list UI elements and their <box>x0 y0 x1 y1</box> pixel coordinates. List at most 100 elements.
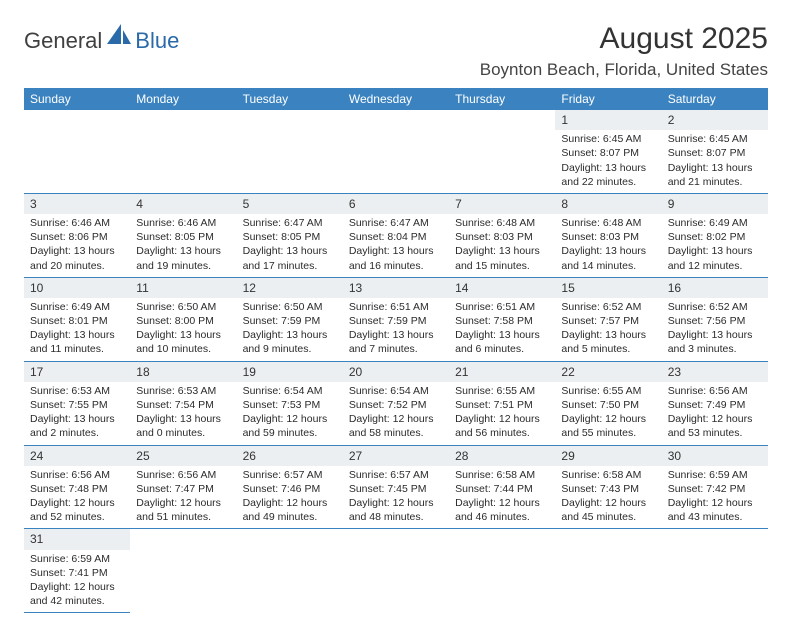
month-title: August 2025 <box>480 22 768 56</box>
calendar-day-cell: 27Sunrise: 6:57 AMSunset: 7:45 PMDayligh… <box>343 445 449 529</box>
sunrise-text: Sunrise: 6:50 AM <box>243 300 337 314</box>
day-number: 13 <box>343 278 449 298</box>
sunset-text: Sunset: 8:03 PM <box>455 230 549 244</box>
calendar-day-cell: 25Sunrise: 6:56 AMSunset: 7:47 PMDayligh… <box>130 445 236 529</box>
weekday-header: Saturday <box>662 88 768 110</box>
calendar-day-cell: 29Sunrise: 6:58 AMSunset: 7:43 PMDayligh… <box>555 445 661 529</box>
sunset-text: Sunset: 7:54 PM <box>136 398 230 412</box>
daylight-text: Daylight: 12 hours and 56 minutes. <box>455 412 549 440</box>
sunset-text: Sunset: 7:56 PM <box>668 314 762 328</box>
sunrise-text: Sunrise: 6:45 AM <box>561 132 655 146</box>
sunset-text: Sunset: 7:57 PM <box>561 314 655 328</box>
sunset-text: Sunset: 7:49 PM <box>668 398 762 412</box>
day-number: 7 <box>449 194 555 214</box>
sunset-text: Sunset: 7:41 PM <box>30 566 124 580</box>
day-number: 10 <box>24 278 130 298</box>
calendar-day-cell: 16Sunrise: 6:52 AMSunset: 7:56 PMDayligh… <box>662 277 768 361</box>
day-number: 20 <box>343 362 449 382</box>
day-number: 27 <box>343 446 449 466</box>
calendar-day-cell: 30Sunrise: 6:59 AMSunset: 7:42 PMDayligh… <box>662 445 768 529</box>
sunset-text: Sunset: 7:53 PM <box>243 398 337 412</box>
calendar-week-row: 31Sunrise: 6:59 AMSunset: 7:41 PMDayligh… <box>24 529 768 613</box>
daylight-text: Daylight: 12 hours and 55 minutes. <box>561 412 655 440</box>
day-number: 22 <box>555 362 661 382</box>
sunset-text: Sunset: 7:48 PM <box>30 482 124 496</box>
calendar-day-cell: 20Sunrise: 6:54 AMSunset: 7:52 PMDayligh… <box>343 361 449 445</box>
sunset-text: Sunset: 7:59 PM <box>349 314 443 328</box>
daylight-text: Daylight: 12 hours and 48 minutes. <box>349 496 443 524</box>
sunrise-text: Sunrise: 6:48 AM <box>561 216 655 230</box>
sunrise-text: Sunrise: 6:59 AM <box>30 552 124 566</box>
calendar-empty-cell <box>449 529 555 613</box>
daylight-text: Daylight: 12 hours and 42 minutes. <box>30 580 124 608</box>
sunset-text: Sunset: 7:52 PM <box>349 398 443 412</box>
sunset-text: Sunset: 8:05 PM <box>243 230 337 244</box>
sunset-text: Sunset: 8:00 PM <box>136 314 230 328</box>
calendar-day-cell: 21Sunrise: 6:55 AMSunset: 7:51 PMDayligh… <box>449 361 555 445</box>
daylight-text: Daylight: 13 hours and 2 minutes. <box>30 412 124 440</box>
calendar-day-cell: 7Sunrise: 6:48 AMSunset: 8:03 PMDaylight… <box>449 193 555 277</box>
day-number: 23 <box>662 362 768 382</box>
sunrise-text: Sunrise: 6:51 AM <box>455 300 549 314</box>
daylight-text: Daylight: 13 hours and 12 minutes. <box>668 244 762 272</box>
daylight-text: Daylight: 13 hours and 21 minutes. <box>668 161 762 189</box>
calendar-day-cell: 18Sunrise: 6:53 AMSunset: 7:54 PMDayligh… <box>130 361 236 445</box>
sunrise-text: Sunrise: 6:57 AM <box>349 468 443 482</box>
calendar-day-cell: 4Sunrise: 6:46 AMSunset: 8:05 PMDaylight… <box>130 193 236 277</box>
header: General Blue August 2025 Boynton Beach, … <box>24 22 768 80</box>
daylight-text: Daylight: 13 hours and 17 minutes. <box>243 244 337 272</box>
calendar-empty-cell <box>343 110 449 193</box>
calendar-week-row: 10Sunrise: 6:49 AMSunset: 8:01 PMDayligh… <box>24 277 768 361</box>
sunrise-text: Sunrise: 6:56 AM <box>136 468 230 482</box>
calendar-day-cell: 28Sunrise: 6:58 AMSunset: 7:44 PMDayligh… <box>449 445 555 529</box>
sunset-text: Sunset: 8:03 PM <box>561 230 655 244</box>
calendar-day-cell: 22Sunrise: 6:55 AMSunset: 7:50 PMDayligh… <box>555 361 661 445</box>
sunset-text: Sunset: 8:06 PM <box>30 230 124 244</box>
day-number: 2 <box>662 110 768 130</box>
day-number: 18 <box>130 362 236 382</box>
sunset-text: Sunset: 8:01 PM <box>30 314 124 328</box>
calendar-day-cell: 3Sunrise: 6:46 AMSunset: 8:06 PMDaylight… <box>24 193 130 277</box>
day-number: 25 <box>130 446 236 466</box>
sunset-text: Sunset: 8:04 PM <box>349 230 443 244</box>
calendar-day-cell: 10Sunrise: 6:49 AMSunset: 8:01 PMDayligh… <box>24 277 130 361</box>
daylight-text: Daylight: 12 hours and 51 minutes. <box>136 496 230 524</box>
calendar-empty-cell <box>555 529 661 613</box>
sunrise-text: Sunrise: 6:54 AM <box>243 384 337 398</box>
daylight-text: Daylight: 13 hours and 15 minutes. <box>455 244 549 272</box>
sunrise-text: Sunrise: 6:53 AM <box>136 384 230 398</box>
sunrise-text: Sunrise: 6:50 AM <box>136 300 230 314</box>
location-subtitle: Boynton Beach, Florida, United States <box>480 60 768 80</box>
calendar-empty-cell <box>449 110 555 193</box>
daylight-text: Daylight: 13 hours and 16 minutes. <box>349 244 443 272</box>
day-number: 19 <box>237 362 343 382</box>
logo: General Blue <box>24 22 179 54</box>
daylight-text: Daylight: 13 hours and 7 minutes. <box>349 328 443 356</box>
calendar-day-cell: 23Sunrise: 6:56 AMSunset: 7:49 PMDayligh… <box>662 361 768 445</box>
calendar-empty-cell <box>24 110 130 193</box>
weekday-header: Monday <box>130 88 236 110</box>
calendar-empty-cell <box>662 529 768 613</box>
calendar-day-cell: 11Sunrise: 6:50 AMSunset: 8:00 PMDayligh… <box>130 277 236 361</box>
sunrise-text: Sunrise: 6:47 AM <box>243 216 337 230</box>
calendar-week-row: 24Sunrise: 6:56 AMSunset: 7:48 PMDayligh… <box>24 445 768 529</box>
sunrise-text: Sunrise: 6:57 AM <box>243 468 337 482</box>
sunset-text: Sunset: 7:58 PM <box>455 314 549 328</box>
calendar-week-row: 3Sunrise: 6:46 AMSunset: 8:06 PMDaylight… <box>24 193 768 277</box>
logo-text-general: General <box>24 28 102 54</box>
daylight-text: Daylight: 12 hours and 43 minutes. <box>668 496 762 524</box>
daylight-text: Daylight: 13 hours and 14 minutes. <box>561 244 655 272</box>
calendar-empty-cell <box>130 110 236 193</box>
day-number: 12 <box>237 278 343 298</box>
sunset-text: Sunset: 7:46 PM <box>243 482 337 496</box>
calendar-day-cell: 8Sunrise: 6:48 AMSunset: 8:03 PMDaylight… <box>555 193 661 277</box>
calendar-day-cell: 6Sunrise: 6:47 AMSunset: 8:04 PMDaylight… <box>343 193 449 277</box>
daylight-text: Daylight: 13 hours and 22 minutes. <box>561 161 655 189</box>
day-number: 30 <box>662 446 768 466</box>
calendar-day-cell: 17Sunrise: 6:53 AMSunset: 7:55 PMDayligh… <box>24 361 130 445</box>
daylight-text: Daylight: 13 hours and 9 minutes. <box>243 328 337 356</box>
calendar-day-cell: 15Sunrise: 6:52 AMSunset: 7:57 PMDayligh… <box>555 277 661 361</box>
daylight-text: Daylight: 12 hours and 49 minutes. <box>243 496 337 524</box>
day-number: 14 <box>449 278 555 298</box>
sunset-text: Sunset: 8:07 PM <box>561 146 655 160</box>
